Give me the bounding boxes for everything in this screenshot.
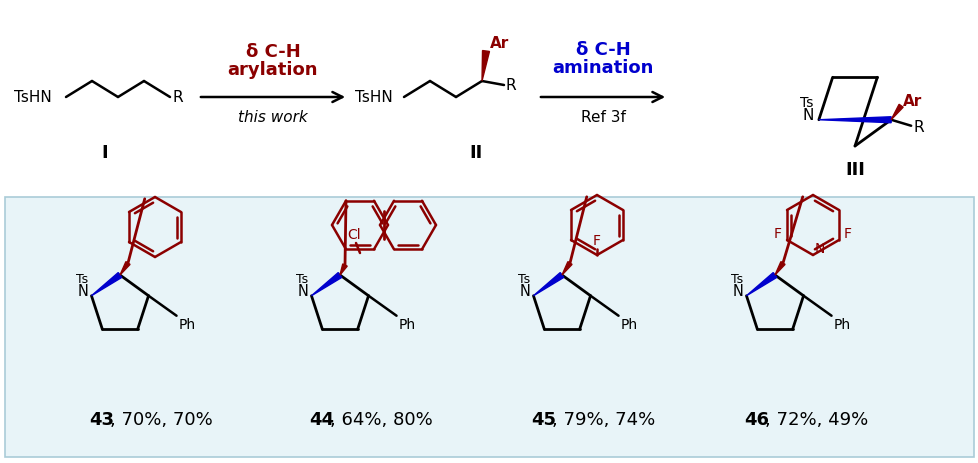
Polygon shape bbox=[481, 50, 489, 81]
Text: N: N bbox=[297, 284, 308, 299]
Text: δ C-H: δ C-H bbox=[575, 41, 630, 59]
Text: Ph: Ph bbox=[620, 318, 637, 332]
Text: Ar: Ar bbox=[903, 94, 921, 109]
FancyBboxPatch shape bbox=[5, 197, 973, 457]
Text: R: R bbox=[173, 89, 184, 105]
Polygon shape bbox=[339, 264, 347, 275]
Text: , 64%, 80%: , 64%, 80% bbox=[330, 411, 432, 429]
Polygon shape bbox=[745, 273, 776, 296]
Text: N: N bbox=[732, 284, 742, 299]
Text: , 70%, 70%: , 70%, 70% bbox=[110, 411, 212, 429]
Text: II: II bbox=[468, 144, 482, 162]
Polygon shape bbox=[311, 273, 341, 296]
Polygon shape bbox=[890, 104, 903, 120]
Text: Ph: Ph bbox=[832, 318, 850, 332]
Text: Ts: Ts bbox=[76, 273, 88, 286]
Text: this work: this work bbox=[238, 111, 307, 125]
Text: I: I bbox=[102, 144, 109, 162]
Text: TsHN: TsHN bbox=[355, 89, 392, 105]
Text: N: N bbox=[77, 284, 88, 299]
Text: Ph: Ph bbox=[178, 318, 196, 332]
Text: δ C-H: δ C-H bbox=[245, 43, 300, 61]
Text: Ts: Ts bbox=[517, 273, 530, 286]
Text: , 79%, 74%: , 79%, 74% bbox=[552, 411, 654, 429]
Text: , 72%, 49%: , 72%, 49% bbox=[764, 411, 867, 429]
Text: R: R bbox=[506, 77, 516, 93]
Text: F: F bbox=[774, 227, 781, 241]
Text: III: III bbox=[844, 161, 864, 179]
Text: Cl: Cl bbox=[347, 228, 361, 242]
Polygon shape bbox=[533, 273, 563, 296]
Text: 43: 43 bbox=[89, 411, 114, 429]
Text: 45: 45 bbox=[531, 411, 556, 429]
Text: 44: 44 bbox=[309, 411, 334, 429]
Polygon shape bbox=[775, 262, 784, 275]
Text: Ref 3f: Ref 3f bbox=[580, 111, 625, 125]
Text: N: N bbox=[802, 108, 813, 123]
Polygon shape bbox=[818, 117, 890, 123]
Text: N: N bbox=[814, 242, 824, 256]
Text: Ts: Ts bbox=[800, 96, 813, 110]
Text: amination: amination bbox=[552, 59, 653, 77]
Text: F: F bbox=[843, 227, 851, 241]
Text: Ph: Ph bbox=[398, 318, 416, 332]
Polygon shape bbox=[120, 262, 130, 275]
Text: Ar: Ar bbox=[490, 36, 509, 50]
Text: 46: 46 bbox=[743, 411, 769, 429]
Text: arylation: arylation bbox=[228, 61, 318, 79]
Polygon shape bbox=[561, 262, 571, 275]
Text: R: R bbox=[912, 120, 923, 135]
Text: Ts: Ts bbox=[731, 273, 742, 286]
Text: TsHN: TsHN bbox=[14, 89, 52, 105]
Text: F: F bbox=[593, 234, 600, 248]
Text: N: N bbox=[519, 284, 530, 299]
Text: Ts: Ts bbox=[296, 273, 308, 286]
Polygon shape bbox=[91, 273, 121, 296]
